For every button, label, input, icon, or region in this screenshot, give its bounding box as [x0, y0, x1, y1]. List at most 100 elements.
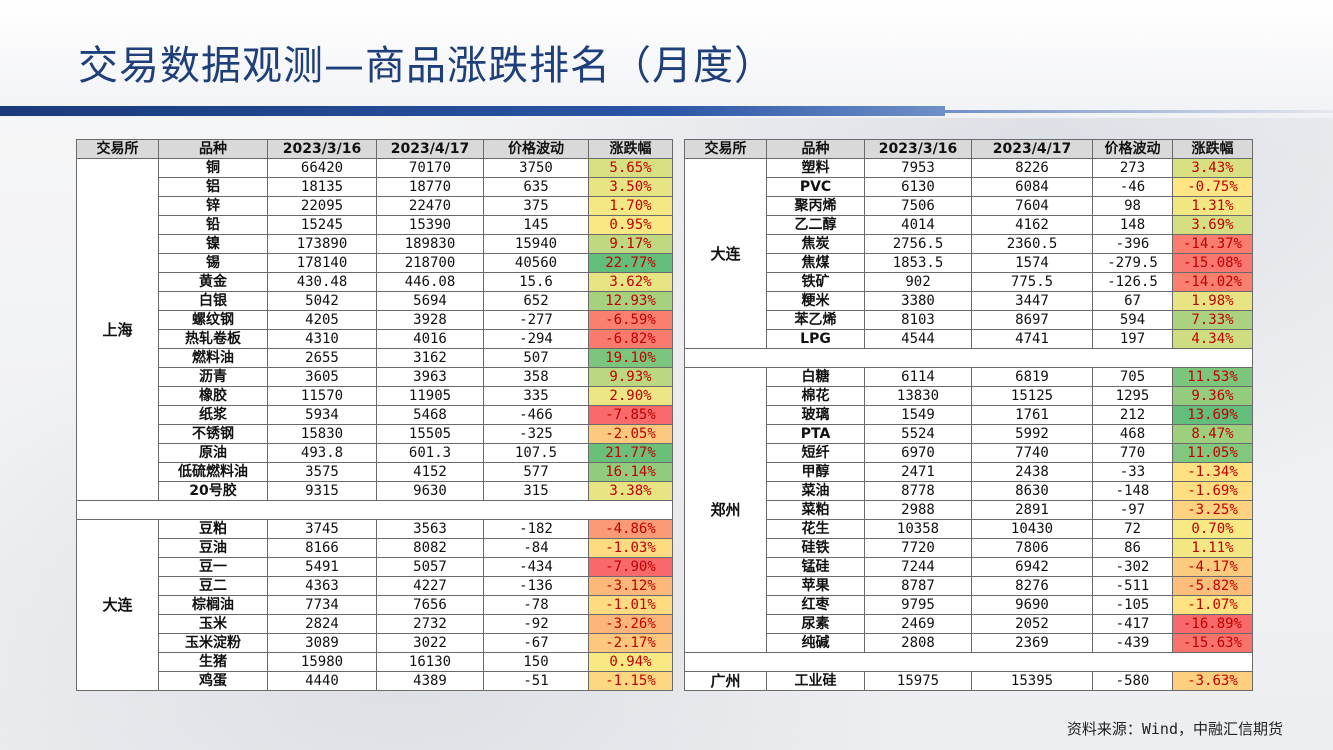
table-row: LPG 4544 4741 197 4.34% [685, 329, 1253, 349]
price-change-cell: 86 [1092, 538, 1173, 558]
price-change-cell: 15940 [483, 234, 589, 254]
price-change-cell: -439 [1092, 633, 1173, 653]
price-date2-cell: 15505 [376, 424, 484, 444]
pct-change-cell: 19.10% [588, 348, 673, 368]
price-change-cell: -396 [1092, 234, 1173, 254]
variety-cell: 燃料油 [158, 348, 268, 368]
price-date1-cell: 7720 [864, 538, 972, 558]
variety-cell: 硅铁 [766, 538, 865, 558]
variety-cell: 玉米 [158, 614, 268, 634]
exchange-cell: 郑州 [684, 367, 767, 653]
price-date2-cell: 7740 [971, 443, 1093, 463]
pct-change-cell: 1.98% [1172, 291, 1253, 311]
pct-change-cell: 3.50% [588, 177, 673, 197]
price-change-cell: 468 [1092, 424, 1173, 444]
pct-change-cell: 9.93% [588, 367, 673, 387]
header-row: 交易所 品种 2023/3/16 2023/4/17 价格波动 涨跌幅 [684, 139, 1253, 159]
table-row: PVC 6130 6084 -46 -0.75% [685, 177, 1253, 197]
price-date2-cell: 5057 [376, 557, 484, 577]
price-date1-cell: 7734 [267, 595, 377, 615]
pct-change-cell: 22.77% [588, 253, 673, 273]
exchange-cell: 上海 [76, 158, 159, 501]
table-row: 短纤 6970 7740 770 11.05% [685, 443, 1253, 463]
table-row: 郑州 白糖 6114 6819 705 11.53% [684, 367, 1253, 653]
price-change-cell: 705 [1092, 367, 1173, 387]
table-row: 聚丙烯 7506 7604 98 1.31% [685, 196, 1253, 216]
variety-cell: 20号胶 [158, 481, 268, 501]
exchange-cell: 大连 [684, 158, 767, 349]
price-change-cell: -105 [1092, 595, 1173, 615]
pct-change-cell: 3.69% [1172, 215, 1253, 235]
price-date2-cell: 4741 [971, 329, 1093, 349]
price-date2-cell: 5992 [971, 424, 1093, 444]
table-row: 生猪 15980 16130 150 0.94% [77, 652, 673, 672]
table-row: 大连 豆粕 3745 3563 -182 -4.86% [76, 519, 673, 691]
price-date1-cell: 4205 [267, 310, 377, 330]
price-date1-cell: 4363 [267, 576, 377, 596]
price-change-cell: 212 [1092, 405, 1173, 425]
price-change-cell: -126.5 [1092, 272, 1173, 292]
price-change-cell: 770 [1092, 443, 1173, 463]
table-row: 玉米 2824 2732 -92 -3.26% [77, 614, 673, 634]
price-date2-cell: 446.08 [376, 272, 484, 292]
variety-cell: 棕榈油 [158, 595, 268, 615]
price-date2-cell: 5468 [376, 405, 484, 425]
pct-change-cell: -3.12% [588, 576, 673, 596]
table-row: 白银 5042 5694 652 12.93% [77, 291, 673, 311]
header-date-1: 2023/3/16 [864, 139, 972, 159]
group-separator [684, 348, 1253, 368]
exchange-cell: 大连 [76, 519, 159, 691]
table-row: 鸡蛋 4440 4389 -51 -1.15% [77, 671, 673, 691]
variety-cell: 焦炭 [766, 234, 865, 254]
table-row: 上海铜 66420 70170 3750 5.65% [76, 158, 673, 501]
variety-cell: 红枣 [766, 595, 865, 615]
variety-cell: 生猪 [158, 652, 268, 672]
pct-change-cell: 1.11% [1172, 538, 1253, 558]
variety-cell: 玉米淀粉 [158, 633, 268, 653]
price-date2-cell: 4389 [376, 671, 484, 691]
price-date1-cell: 15245 [267, 215, 377, 235]
price-date1-cell: 493.8 [267, 443, 377, 463]
pct-change-cell: -16.89% [1172, 614, 1253, 634]
table-row: PTA 5524 5992 468 8.47% [685, 424, 1253, 444]
price-date2-cell: 6084 [971, 177, 1093, 197]
variety-cell: 低硫燃料油 [158, 462, 268, 482]
price-date1-cell: 1549 [864, 405, 972, 425]
pct-change-cell: 21.77% [588, 443, 673, 463]
table-row: 锡 178140 218700 40560 22.77% [77, 253, 673, 273]
price-date2-cell: 218700 [376, 253, 484, 273]
page-title: 交易数据观测—商品涨跌排名（月度） [78, 43, 775, 89]
pct-change-cell: -1.03% [588, 538, 673, 558]
price-change-cell: -92 [483, 614, 589, 634]
price-date1-cell: 13830 [864, 386, 972, 406]
table-row: 焦煤 1853.5 1574 -279.5 -15.08% [685, 253, 1253, 273]
header-row: 交易所 品种 2023/3/16 2023/4/17 价格波动 涨跌幅 [76, 139, 673, 159]
pct-change-cell: 9.17% [588, 234, 673, 254]
price-date2-cell: 3447 [971, 291, 1093, 311]
table-row: 玉米淀粉 3089 3022 -67 -2.17% [77, 633, 673, 653]
variety-cell: 橡胶 [158, 386, 268, 406]
table-row: 热轧卷板 4310 4016 -294 -6.82% [77, 329, 673, 349]
price-change-cell: 3750 [483, 158, 589, 178]
price-change-cell: 577 [483, 462, 589, 482]
price-date2-cell: 8630 [971, 481, 1093, 501]
variety-cell: 豆油 [158, 538, 268, 558]
price-date2-cell: 3928 [376, 310, 484, 330]
variety-cell: 沥青 [158, 367, 268, 387]
price-change-cell: 107.5 [483, 443, 589, 463]
variety-cell: 玻璃 [766, 405, 865, 425]
table-row: 尿素 2469 2052 -417 -16.89% [685, 614, 1253, 634]
variety-cell: 短纤 [766, 443, 865, 463]
price-change-cell: 273 [1092, 158, 1173, 178]
price-change-cell: 72 [1092, 519, 1173, 539]
variety-cell: 铝 [158, 177, 268, 197]
table-row: 纸浆 5934 5468 -466 -7.85% [77, 405, 673, 425]
pct-change-cell: 11.05% [1172, 443, 1253, 463]
pct-change-cell: 0.95% [588, 215, 673, 235]
variety-cell: 焦煤 [766, 253, 865, 273]
price-date2-cell: 70170 [376, 158, 484, 178]
price-date2-cell: 6942 [971, 557, 1093, 577]
variety-cell: 热轧卷板 [158, 329, 268, 349]
price-change-cell: -580 [1092, 671, 1173, 691]
pct-change-cell: -5.82% [1172, 576, 1253, 596]
